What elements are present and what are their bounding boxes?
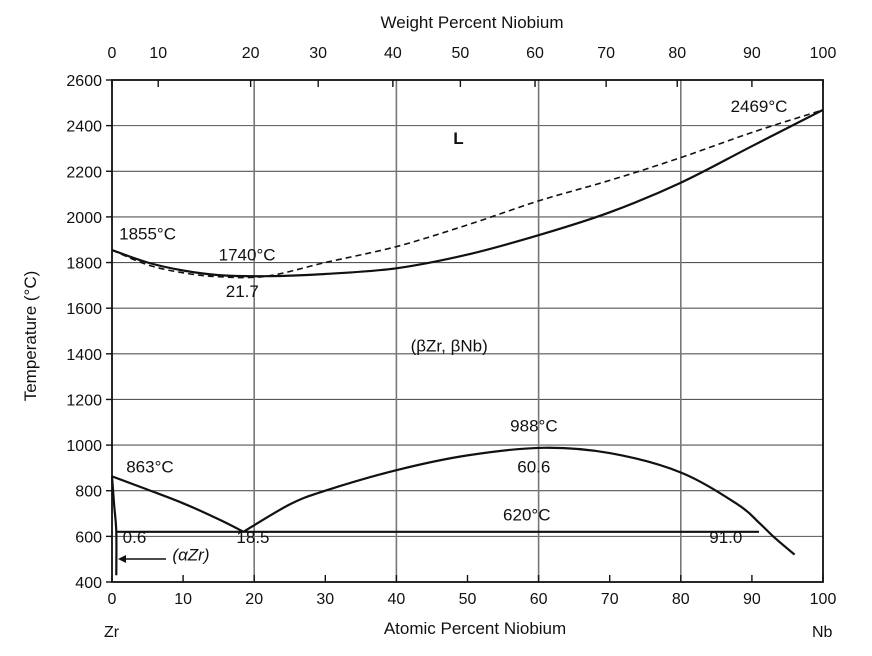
axis-ticks: 0 10 20 30 40 50 60 70 80 90 1000 10 20 30 40 50 60 70 80 9… <box>66 45 836 608</box>
annotation-label: (αZr) <box>172 545 209 564</box>
plot-frame <box>111 79 824 583</box>
annotation-label: 91.0 <box>709 528 742 547</box>
bottom-tick-label: 0 <box>108 591 117 608</box>
phase-boundary-line <box>111 108 824 278</box>
annotation-label: 1855°C <box>119 225 176 244</box>
top-tick-label: 50 <box>451 45 469 62</box>
alpha-zr-arrow <box>118 555 166 563</box>
top-tick-label: 90 <box>743 45 761 62</box>
annotation-label: 21.7 <box>226 282 259 301</box>
y-tick-label: 400 <box>75 575 102 592</box>
bottom-tick-label: 80 <box>672 591 690 608</box>
y-tick-label: 1800 <box>66 256 102 273</box>
bottom-tick-label: 90 <box>743 591 761 608</box>
annotation-label: 1740°C <box>219 245 276 264</box>
liquidus-line <box>111 109 824 279</box>
annotation-label: 0.6 <box>123 528 147 547</box>
y-tick-label: 600 <box>75 529 102 546</box>
bottom-tick-label: 30 <box>316 591 334 608</box>
top-tick-label: 10 <box>149 45 167 62</box>
y-tick-label: 800 <box>75 484 102 501</box>
annotation-label: (βZr, βNb) <box>411 337 488 356</box>
y-axis-title: Temperature (°C) <box>21 271 40 402</box>
annotation-label: 620°C <box>503 505 550 524</box>
bottom-axis-title: Atomic Percent Niobium <box>384 619 566 638</box>
bottom-tick-label: 100 <box>810 591 837 608</box>
top-tick-label: 30 <box>309 45 327 62</box>
top-tick-label: 40 <box>384 45 402 62</box>
top-tick-label: 100 <box>810 45 837 62</box>
phase-boundaries <box>110 108 824 576</box>
y-tick-label: 1400 <box>66 347 102 364</box>
plot-border <box>111 79 824 583</box>
top-tick-label: 80 <box>668 45 686 62</box>
annotation-label: 2469°C <box>731 97 788 116</box>
bottom-tick-label: 70 <box>601 591 619 608</box>
zr-end-label: Zr <box>104 624 120 641</box>
phase-boundary-line <box>111 475 245 533</box>
annotation-label: 988°C <box>510 416 557 435</box>
y-tick-label: 1200 <box>66 392 102 409</box>
annotation-label: 18.5 <box>236 528 269 547</box>
top-tick-label: 60 <box>526 45 544 62</box>
top-tick-label: 70 <box>597 45 615 62</box>
y-tick-label: 1000 <box>66 438 102 455</box>
nb-end-label: Nb <box>812 624 833 641</box>
annotation-label: 863°C <box>126 457 173 476</box>
bottom-tick-label: 60 <box>530 591 548 608</box>
gridlines <box>112 80 823 582</box>
bottom-tick-label: 40 <box>388 591 406 608</box>
annotation-label: 60.6 <box>517 457 550 476</box>
top-tick-label: 20 <box>242 45 260 62</box>
axis-labels: Weight Percent Niobium Atomic Percent Ni… <box>21 13 833 641</box>
top-tick-label: 0 <box>108 45 117 62</box>
phase-boundary-line <box>110 476 118 576</box>
y-tick-label: 1600 <box>66 301 102 318</box>
bottom-tick-label: 50 <box>459 591 477 608</box>
y-tick-label: 2200 <box>66 164 102 181</box>
bottom-tick-label: 10 <box>174 591 192 608</box>
bottom-tick-label: 20 <box>245 591 263 608</box>
annotations: L 2469°C 1855°C 1740°C 21.7 (βZr, βNb) 988°C 86… <box>119 97 787 564</box>
y-tick-label: 2400 <box>66 119 102 136</box>
y-tick-label: 2600 <box>66 73 102 90</box>
y-tick-label: 2000 <box>66 210 102 227</box>
phase-boundary-line <box>242 446 796 556</box>
top-axis-title: Weight Percent Niobium <box>381 13 564 32</box>
annotation-label: L <box>453 129 463 148</box>
